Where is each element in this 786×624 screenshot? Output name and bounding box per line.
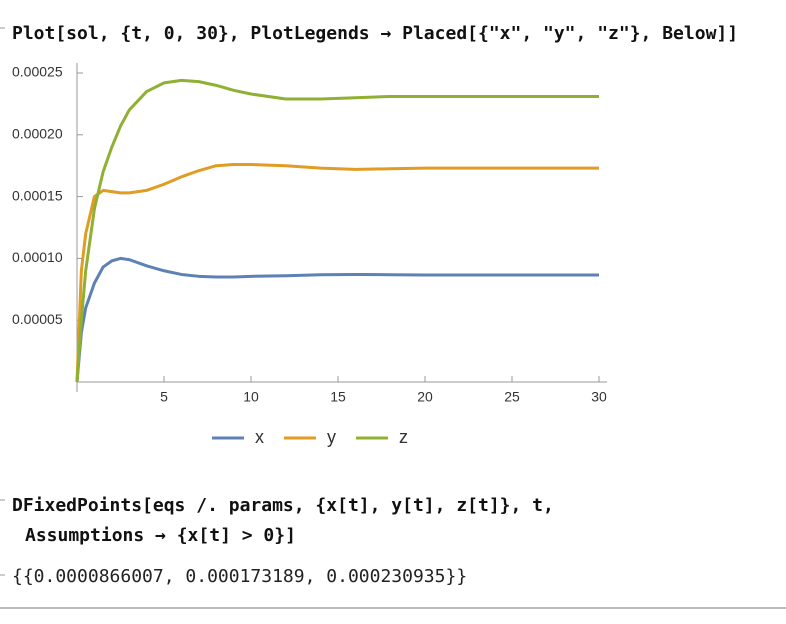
x-tick-label: 5 bbox=[160, 389, 168, 405]
input-code[interactable]: DFixedPoints[eqs /. params, {x[t], y[t],… bbox=[12, 495, 554, 516]
line-series bbox=[75, 256, 599, 383]
y-tick-label: 0.00010 bbox=[12, 249, 63, 265]
y-tick-label: 0.00015 bbox=[12, 187, 63, 203]
y-tick-label: 0.00025 bbox=[12, 64, 63, 80]
x-tick-label: 10 bbox=[243, 389, 259, 405]
y-tick-label: 0.00020 bbox=[12, 126, 63, 142]
input-code[interactable]: Assumptions → {x[t] > 0}] bbox=[25, 525, 296, 546]
y-tick-label: 0.00005 bbox=[12, 311, 63, 327]
x-tick-label: 15 bbox=[330, 389, 346, 405]
legend-label: x bbox=[255, 427, 264, 447]
legend-label: y bbox=[327, 427, 336, 447]
legend-label: z bbox=[399, 427, 408, 447]
line-series bbox=[75, 78, 599, 383]
x-tick-label: 30 bbox=[591, 389, 607, 405]
input-code[interactable]: Plot[sol, {t, 0, 30}, PlotLegends → Plac… bbox=[12, 23, 738, 44]
output-text[interactable]: {{0.0000866007, 0.000173189, 0.000230935… bbox=[12, 566, 467, 587]
x-tick-label: 20 bbox=[417, 389, 433, 405]
x-tick-label: 25 bbox=[504, 389, 520, 405]
